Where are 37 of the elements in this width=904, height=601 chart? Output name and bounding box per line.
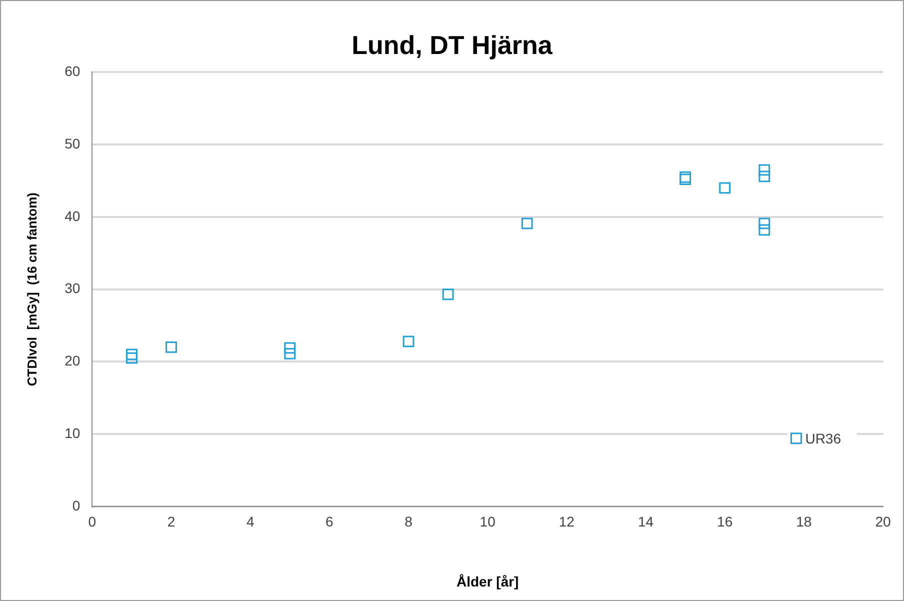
x-tick-label: 2: [167, 514, 176, 530]
x-tick-label: 10: [480, 514, 496, 530]
point: [166, 341, 177, 353]
x-axis-title: Ålder [år]: [456, 573, 519, 590]
y-tick-label: 0: [72, 497, 80, 514]
x-tick-label: 4: [246, 514, 254, 530]
x-tick-label: 8: [404, 514, 413, 530]
point: [680, 174, 691, 186]
point: [284, 342, 296, 354]
point: [758, 224, 770, 236]
y-axis-title: CTDIvol [mGy] (16 cm fantom): [24, 192, 40, 386]
x-tick-label: 6: [326, 514, 334, 530]
point: [680, 171, 691, 183]
legend-label: UR36: [805, 430, 842, 446]
y-tick-label: 20: [64, 352, 80, 369]
y-tick-label: 10: [64, 424, 80, 441]
y-tick-label: 60: [64, 63, 80, 80]
point: [758, 164, 770, 176]
y-tick-label: 50: [64, 135, 80, 152]
point: [758, 218, 770, 230]
y-tick-label: 30: [64, 280, 80, 296]
point: [719, 182, 731, 194]
point: [402, 336, 414, 348]
point: [758, 170, 770, 182]
x-tick-label: 12: [558, 514, 575, 530]
x-tick-label: 20: [875, 514, 891, 530]
x-tick-label: 16: [717, 514, 733, 530]
point: [442, 288, 454, 300]
x-tick-label: 14: [638, 514, 654, 530]
point: [284, 348, 296, 360]
chart-title: Lund, DT Hjärna: [352, 30, 553, 60]
x-tick-label: 0: [88, 514, 96, 530]
point: [521, 218, 533, 230]
x-tick-label: 18: [796, 514, 812, 530]
point: [126, 352, 138, 364]
point: [126, 348, 138, 360]
y-tick-label: 40: [64, 208, 80, 224]
